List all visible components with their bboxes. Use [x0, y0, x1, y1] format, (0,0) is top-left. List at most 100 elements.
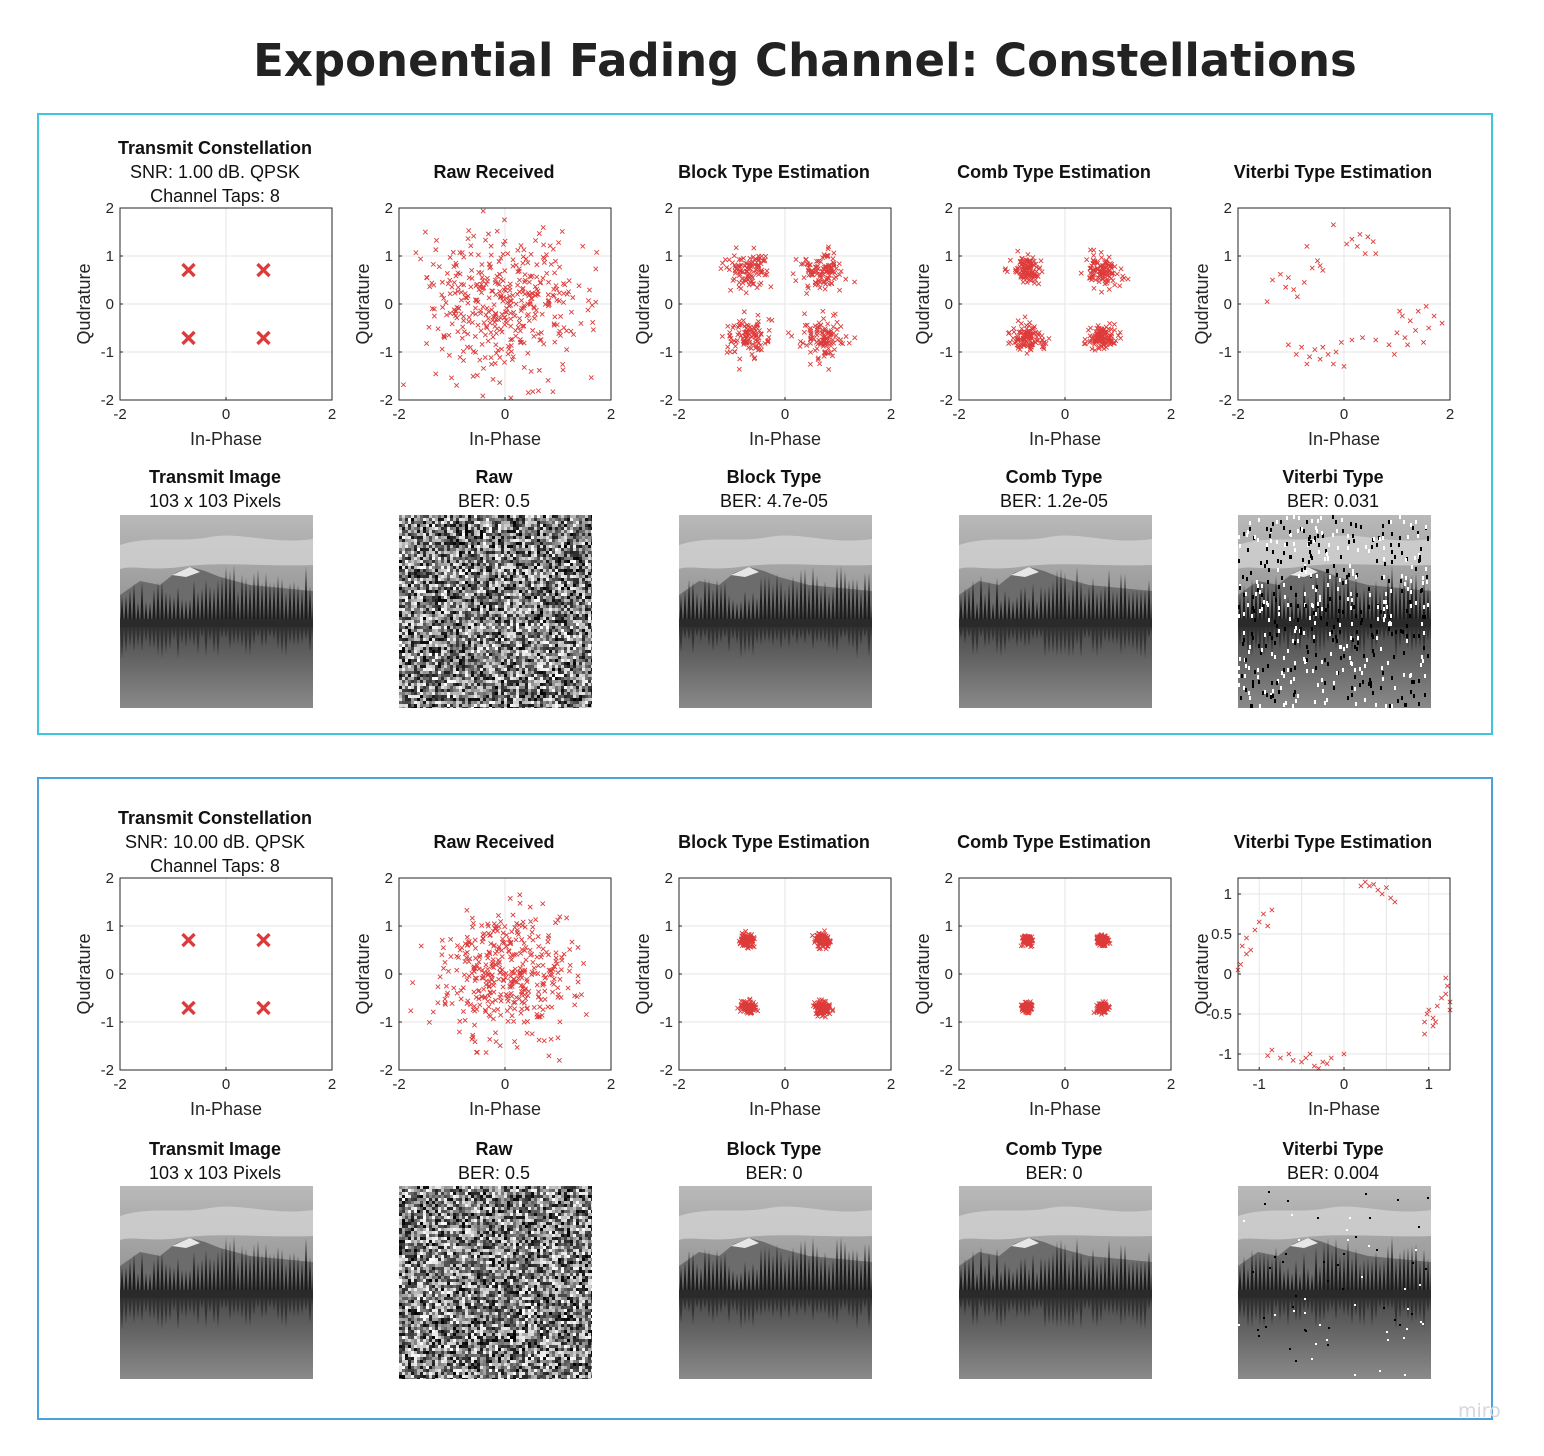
noise-pixel — [531, 524, 534, 527]
noise-pixel — [564, 632, 567, 635]
data-point — [1010, 335, 1016, 341]
noise-pixel — [561, 554, 564, 557]
data-point — [735, 263, 741, 269]
noise-pixel — [453, 602, 456, 605]
noise-pixel — [483, 644, 486, 647]
noise-pixel — [540, 518, 543, 521]
y-tick-label: 0 — [665, 296, 673, 313]
noise-pixel — [408, 653, 411, 656]
noise-pixel — [543, 578, 546, 581]
noise-pixel — [465, 635, 468, 638]
noise-pixel — [447, 629, 450, 632]
noise-pixel — [471, 659, 474, 662]
noise-pixel — [402, 653, 405, 656]
noise-pixel — [405, 584, 408, 587]
noise-pixel — [453, 665, 456, 668]
noise-pixel — [465, 599, 468, 602]
data-point — [801, 329, 807, 335]
noise-pixel — [471, 653, 474, 656]
data-point — [478, 281, 484, 287]
noise-pixel — [510, 635, 513, 638]
noise-pixel — [582, 545, 585, 548]
tree — [160, 581, 164, 625]
data-point — [793, 278, 799, 284]
noise-pixel — [579, 611, 582, 614]
data-point — [504, 305, 510, 311]
noise-pixel — [543, 596, 546, 599]
noise-pixel — [546, 563, 549, 566]
noise-pixel — [444, 650, 447, 653]
noise-pixel — [471, 635, 474, 638]
noise-pixel — [558, 653, 561, 656]
noise-pixel — [495, 653, 498, 656]
noise-pixel — [444, 578, 447, 581]
x-tick-label: -2 — [672, 406, 685, 423]
noise-pixel — [402, 566, 405, 569]
tree — [272, 582, 276, 625]
noise-pixel — [519, 581, 522, 584]
noise-pixel — [495, 644, 498, 647]
noise-pixel — [426, 575, 429, 578]
noise-pixel — [420, 554, 423, 557]
y-tick-label: -2 — [101, 392, 114, 409]
noise-pixel — [477, 545, 480, 548]
noise-pixel — [492, 668, 495, 671]
noise-pixel — [576, 662, 579, 665]
noise-pixel — [552, 530, 555, 533]
noise-pixel — [429, 521, 432, 524]
noise-pixel — [492, 629, 495, 632]
noise-pixel — [561, 638, 564, 641]
data-point — [484, 278, 490, 284]
noise-pixel — [519, 596, 522, 599]
noise-pixel — [426, 614, 429, 617]
noise-pixel — [441, 605, 444, 608]
noise-pixel — [483, 518, 486, 521]
noise-pixel — [447, 620, 450, 623]
noise-pixel — [483, 560, 486, 563]
noise-pixel — [573, 518, 576, 521]
noise-pixel — [441, 620, 444, 623]
chart-title-block: Block Type Estimation — [639, 160, 909, 184]
noise-pixel — [423, 575, 426, 578]
noise-pixel — [462, 668, 465, 671]
noise-pixel — [444, 545, 447, 548]
data-point — [808, 349, 814, 355]
data-point — [518, 339, 524, 345]
noise-pixel — [570, 635, 573, 638]
noise-pixel — [402, 584, 405, 587]
data-point — [1317, 356, 1323, 362]
noise-pixel — [429, 581, 432, 584]
x-tick-label: 0 — [501, 406, 509, 423]
noise-pixel — [432, 572, 435, 575]
noise-pixel — [546, 578, 549, 581]
noise-pixel — [402, 665, 405, 668]
noise-pixel — [492, 635, 495, 638]
noise-pixel — [444, 620, 447, 623]
noise-pixel — [564, 563, 567, 566]
noise-pixel — [522, 563, 525, 566]
noise-pixel — [465, 539, 468, 542]
noise-pixel — [555, 650, 558, 653]
noise-pixel — [543, 653, 546, 656]
noise-pixel — [486, 650, 489, 653]
noise-pixel — [573, 638, 576, 641]
noise-pixel — [426, 668, 429, 671]
data-point — [1285, 275, 1291, 281]
noise-pixel — [585, 623, 588, 626]
noise-pixel — [441, 527, 444, 530]
noise-pixel — [399, 548, 402, 551]
noise-pixel — [447, 599, 450, 602]
noise-pixel — [444, 647, 447, 650]
noise-pixel — [441, 602, 444, 605]
noise-pixel — [588, 548, 591, 551]
noise-pixel — [564, 515, 567, 518]
noise-pixel — [414, 602, 417, 605]
noise-pixel — [429, 668, 432, 671]
data-point — [528, 251, 534, 257]
noise-pixel — [576, 545, 579, 548]
noise-pixel — [447, 515, 450, 518]
noise-pixel — [501, 650, 504, 653]
noise-pixel — [582, 632, 585, 635]
noise-pixel — [510, 641, 513, 644]
noise-pixel — [543, 626, 546, 629]
